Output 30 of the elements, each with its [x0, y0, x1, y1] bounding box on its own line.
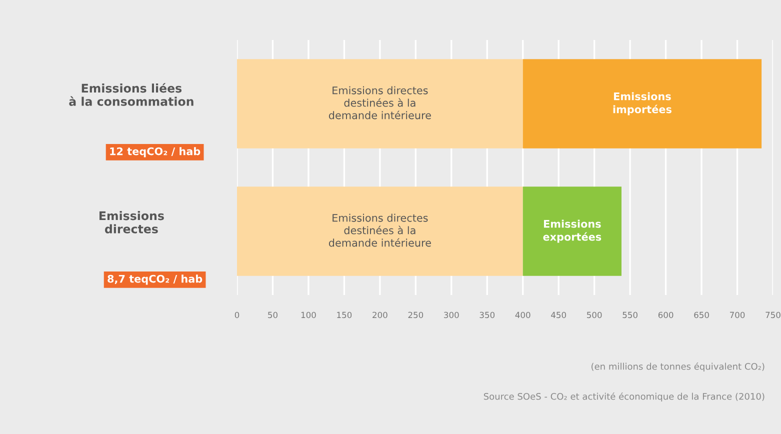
text: (en millions de tonnes équivalent CO₂) [592, 362, 764, 372]
x-tick-label: 650 [694, 312, 709, 318]
x-tick-label: 500 [587, 312, 602, 318]
bar [522, 186, 622, 276]
annotation: Emissions directes destinées à la demande intérieure [328, 214, 431, 247]
text: 12 teqCO₂ / hab [110, 147, 200, 158]
x-tick-label: 450 [551, 312, 566, 318]
x-tick-label: 0 [234, 312, 240, 318]
x-tick-label: 550 [622, 312, 638, 318]
x-tick-label: 250 [408, 312, 424, 318]
x-tick-label: 600 [658, 312, 674, 318]
annotation: Emissions importées [613, 92, 672, 116]
x-tick-label: 400 [515, 312, 530, 318]
x-tick-label: 700 [730, 312, 745, 318]
source-note: Source SOeS - CO₂ et activité économique de la France (2010) [484, 392, 764, 402]
x-tick-label: 350 [480, 312, 495, 318]
x-tick-label: 300 [444, 312, 459, 318]
bar [522, 59, 762, 148]
x-tick-label: 750 [766, 312, 780, 318]
annotation: Emissions directes destinées à la demande intérieure [328, 86, 431, 120]
x-tick-label: 50 [268, 312, 278, 318]
x-tick-label: 100 [301, 312, 316, 318]
x-tick-label: 200 [372, 312, 388, 318]
x-tick-label: 150 [337, 312, 352, 318]
bar [237, 186, 523, 276]
annotation: Emissions exportées [543, 220, 602, 243]
text: 8,7 teqCO₂ / hab [108, 274, 202, 285]
y-tick-label: Emissions liées à la consommation [69, 83, 194, 106]
bar [237, 59, 523, 148]
y-tick-label: Emissions directes [100, 211, 164, 234]
